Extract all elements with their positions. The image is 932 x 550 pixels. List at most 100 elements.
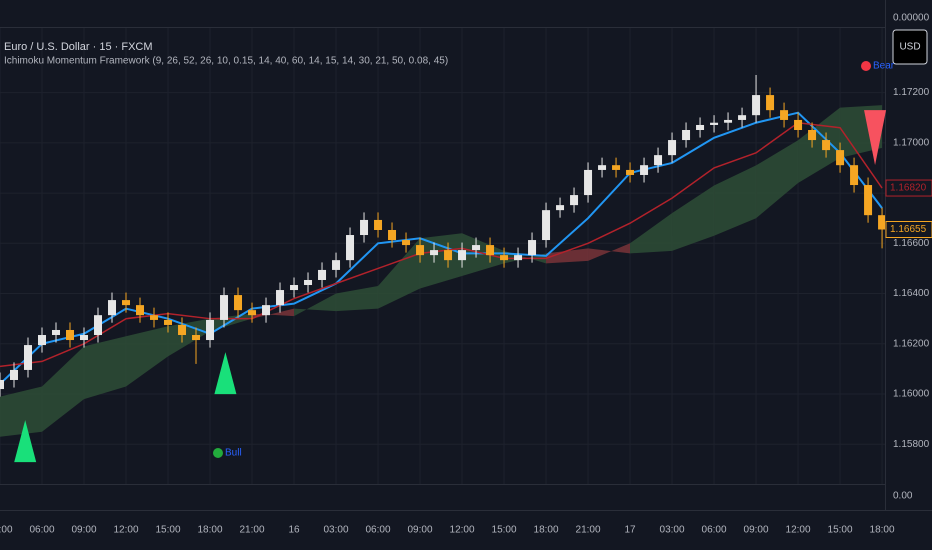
candle-body bbox=[640, 165, 649, 175]
candle-body bbox=[332, 260, 341, 270]
cloud-segment bbox=[84, 336, 127, 400]
cloud-segment bbox=[756, 140, 799, 219]
signal-markers: Bear Bull bbox=[14, 61, 895, 463]
cloud-segment bbox=[0, 386, 43, 437]
y-tick-label: 1.16600 bbox=[893, 238, 930, 249]
candle-body bbox=[52, 329, 61, 336]
candle-body bbox=[24, 345, 33, 370]
currency[interactable]: USD bbox=[899, 42, 920, 53]
x-tick-label: 15:00 bbox=[492, 525, 517, 536]
candle-body bbox=[612, 165, 621, 170]
candle-body bbox=[192, 335, 201, 341]
y-tick-label: 1.16400 bbox=[893, 288, 930, 299]
candle-body bbox=[276, 290, 285, 306]
x-tick-label: 15:00 bbox=[155, 525, 180, 536]
candle-body bbox=[836, 150, 845, 166]
price-tag-label: 1.16655 bbox=[890, 224, 927, 235]
candle-body bbox=[178, 324, 187, 336]
candle-body bbox=[794, 119, 803, 131]
x-tick-label: 18:00 bbox=[534, 525, 559, 536]
candle-body bbox=[304, 279, 313, 286]
cloud-segment bbox=[252, 308, 295, 319]
cloud-segment bbox=[336, 286, 379, 312]
candle-body bbox=[248, 310, 257, 316]
x-tick-label: 15:00 bbox=[828, 525, 853, 536]
candle-body bbox=[542, 210, 551, 241]
x-tick-label: 21:00 bbox=[240, 525, 265, 536]
bear-signal bbox=[864, 110, 887, 166]
candle-body bbox=[234, 295, 243, 311]
x-tick-label: 06:00 bbox=[366, 525, 391, 536]
candle-body bbox=[808, 130, 817, 141]
x-tick-label: 06:00 bbox=[702, 525, 727, 536]
candle-body bbox=[360, 219, 369, 236]
cloud-segment bbox=[504, 250, 547, 264]
pane-label: 0.00000 bbox=[893, 13, 930, 24]
candle-body bbox=[80, 335, 89, 341]
x-tick-label: 16 bbox=[288, 525, 300, 536]
candle-body bbox=[290, 285, 299, 291]
cloud-segment bbox=[672, 185, 715, 251]
candle-body bbox=[0, 379, 4, 390]
candle-body bbox=[864, 185, 873, 216]
x-tick-label: 03:00 bbox=[324, 525, 349, 536]
candle-body bbox=[752, 95, 761, 116]
candle-body bbox=[402, 240, 411, 246]
candle-body bbox=[850, 165, 859, 186]
candle-body bbox=[122, 300, 131, 306]
candle-body bbox=[430, 250, 439, 256]
x-tick-label: 03:00 bbox=[0, 525, 13, 536]
indicator-line bbox=[0, 121, 883, 368]
candle-body bbox=[766, 95, 775, 111]
cloud-segment bbox=[714, 165, 757, 236]
candle-body bbox=[38, 335, 47, 346]
cloud-segment bbox=[420, 233, 463, 289]
candle-body bbox=[500, 255, 509, 261]
candle-body bbox=[528, 240, 537, 256]
x-tick-label: 12:00 bbox=[786, 525, 811, 536]
candle-body bbox=[458, 250, 467, 261]
cloud-segment bbox=[294, 293, 337, 317]
y-tick-label: 1.16200 bbox=[893, 338, 930, 349]
x-tick-label: 18:00 bbox=[870, 525, 895, 536]
candle-body bbox=[374, 219, 383, 230]
candle-body bbox=[206, 319, 215, 341]
candle-body bbox=[108, 300, 117, 316]
candle-body bbox=[486, 245, 495, 256]
price-tag-label: 1.16820 bbox=[890, 183, 927, 194]
candle-body bbox=[94, 315, 103, 336]
marker-label: Bull bbox=[225, 448, 242, 459]
y-tick-label: 1.16000 bbox=[893, 389, 930, 400]
cloud-segment bbox=[462, 233, 505, 276]
candle-body bbox=[164, 319, 173, 325]
candle-body bbox=[654, 155, 663, 166]
candle-body bbox=[556, 205, 565, 211]
candle-body bbox=[738, 115, 747, 120]
candle-body bbox=[780, 110, 789, 120]
marker-dot bbox=[213, 448, 223, 458]
currency-box[interactable] bbox=[892, 29, 928, 65]
x-tick-label: 18:00 bbox=[197, 525, 222, 536]
x-tick-label: 12:00 bbox=[113, 525, 138, 536]
plot bbox=[0, 74, 885, 437]
axes: 1.15800 1.16000 1.16200 1.16400 1.16600 1.168… bbox=[0, 87, 932, 536]
bull-signal bbox=[214, 352, 237, 395]
x-tick-label: 09:00 bbox=[71, 525, 96, 536]
pane-label: 0.00 bbox=[893, 491, 913, 502]
candle-body bbox=[598, 165, 607, 170]
candle-body bbox=[696, 124, 705, 131]
x-tick-label: 09:00 bbox=[408, 525, 433, 536]
candle-body bbox=[584, 169, 593, 196]
candle-body bbox=[150, 315, 159, 320]
candle-body bbox=[416, 245, 425, 256]
cloud-segment bbox=[42, 346, 85, 432]
candle-body bbox=[318, 269, 327, 280]
candle-body bbox=[668, 140, 677, 156]
x-tick-label: 03:00 bbox=[660, 525, 685, 536]
marker-dot bbox=[861, 61, 871, 71]
price-tag bbox=[885, 220, 932, 238]
x-tick-label: 17 bbox=[624, 525, 636, 536]
